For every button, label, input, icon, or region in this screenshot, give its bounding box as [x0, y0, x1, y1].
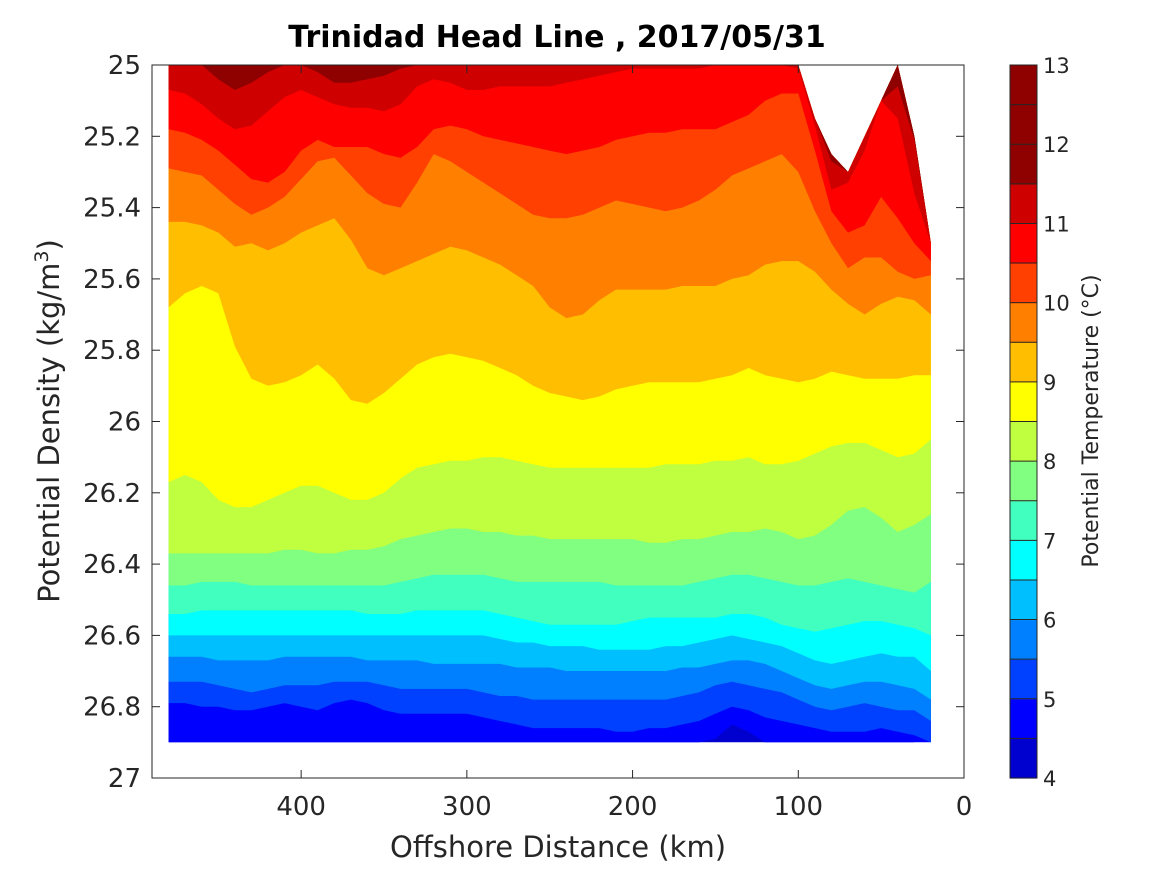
colorbar-segments [1010, 65, 1037, 779]
colorbar-segment [1010, 619, 1037, 660]
y-axis-title-suffix: ) [32, 239, 66, 250]
y-tick-label: 26.8 [83, 693, 141, 723]
colorbar-tick-label: 11 [1043, 212, 1070, 236]
colorbar-segment [1010, 144, 1037, 185]
y-axis: 25 25.2 25.4 25.6 25.8 26 26.2 26.4 26.6 26.8 27 [83, 51, 964, 794]
x-tick-label: 400 [276, 792, 326, 822]
x-tick-label: 300 [442, 792, 492, 822]
colorbar-segment [1010, 738, 1037, 779]
x-tick-label: 200 [608, 792, 658, 822]
colorbar-segment [1010, 223, 1037, 264]
colorbar-tick-label: 8 [1043, 450, 1056, 474]
y-tick-label: 25 [108, 51, 141, 81]
y-axis-title-main: Potential Density (kg/m [32, 263, 66, 603]
y-tick-label: 25.4 [83, 194, 141, 224]
colorbar-tick-label: 6 [1043, 609, 1056, 633]
colorbar-tick-label: 13 [1043, 54, 1070, 78]
colorbar-segment [1010, 183, 1037, 225]
colorbar-segment [1010, 659, 1037, 700]
colorbar-segment [1010, 579, 1037, 621]
colorbar: 4 5 6 7 8 9 10 11 12 13 [1009, 54, 1070, 791]
colorbar-tick-label: 12 [1043, 133, 1070, 157]
colorbar-segment [1010, 540, 1037, 581]
y-tick-label: 27 [108, 764, 141, 794]
colorbar-segment [1010, 381, 1037, 423]
contour-bands [168, 65, 931, 743]
contour-band-12 [168, 65, 931, 244]
colorbar-tick-label: 7 [1043, 529, 1056, 553]
plot-area [151, 64, 965, 779]
y-tick-label: 26.2 [83, 479, 141, 509]
x-axis: 400 300 200 100 0 [276, 65, 972, 822]
colorbar-frame [1009, 64, 1038, 779]
colorbar-tick-label: 4 [1043, 767, 1056, 791]
colorbar-segment [1010, 263, 1037, 304]
y-axis-title-superscript: 3 [31, 250, 53, 262]
colorbar-title: Potential Temperature (°C) [1079, 274, 1104, 567]
x-tick-label: 100 [773, 792, 823, 822]
colorbar-tick-label: 9 [1043, 371, 1056, 395]
y-tick-label: 26.4 [83, 550, 141, 580]
colorbar-ticks: 4 5 6 7 8 9 10 11 12 13 [1043, 54, 1070, 791]
y-tick-label: 26.6 [83, 621, 141, 651]
y-tick-label: 25.6 [83, 265, 141, 295]
x-tick-label: 0 [956, 792, 973, 822]
colorbar-segment [1010, 302, 1037, 343]
colorbar-segment [1010, 342, 1037, 383]
y-tick-label: 25.8 [83, 336, 141, 366]
y-tick-label: 26 [108, 408, 141, 438]
colorbar-segment [1010, 104, 1037, 145]
colorbar-segment [1010, 65, 1037, 106]
colorbar-segment [1010, 421, 1037, 462]
colorbar-tick-label: 10 [1043, 292, 1070, 316]
x-axis-title: Offshore Distance (km) [390, 830, 726, 864]
contour-band-11 [168, 65, 931, 262]
y-tick-label: 25.2 [83, 122, 141, 152]
colorbar-segment [1010, 698, 1037, 739]
colorbar-tick-label: 5 [1043, 688, 1056, 712]
y-axis-title: Potential Density (kg/m3) [31, 239, 66, 603]
colorbar-segment [1010, 500, 1037, 541]
colorbar-segment [1010, 461, 1037, 502]
chart-title: Trinidad Head Line , 2017/05/31 [288, 20, 825, 55]
